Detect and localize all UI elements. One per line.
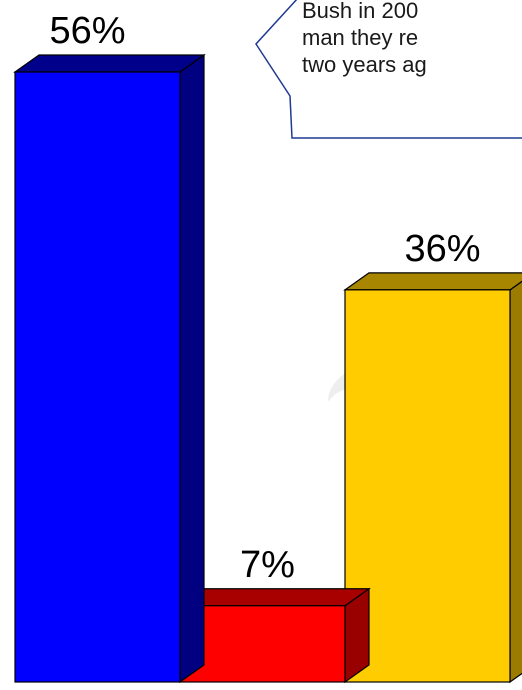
bars-group [13,53,522,684]
callout-line: man they re [302,25,419,50]
bar-front [14,71,181,683]
data-labels-group: 36% 7% 56% [49,10,480,586]
data-label-2: 7% [240,544,295,586]
bar-side [509,280,522,684]
bar-1 [13,53,206,684]
data-label-1: 56% [49,10,125,52]
callout-text: Bush in 200 man they re two years ag [302,0,522,78]
bar-front [179,605,346,683]
bar-2 [178,587,371,684]
bar-top [343,272,522,291]
bar-top [13,54,206,73]
callout-line: Bush in 200 [302,0,419,23]
bar-front [344,289,511,683]
bar-side [179,53,205,684]
callout-shape [255,0,522,139]
bar-3 [343,272,522,684]
data-label-3: 36% [404,228,480,270]
callout-line: two years ag [302,52,427,77]
bar-top [178,588,371,607]
callout-bubble [255,0,522,139]
